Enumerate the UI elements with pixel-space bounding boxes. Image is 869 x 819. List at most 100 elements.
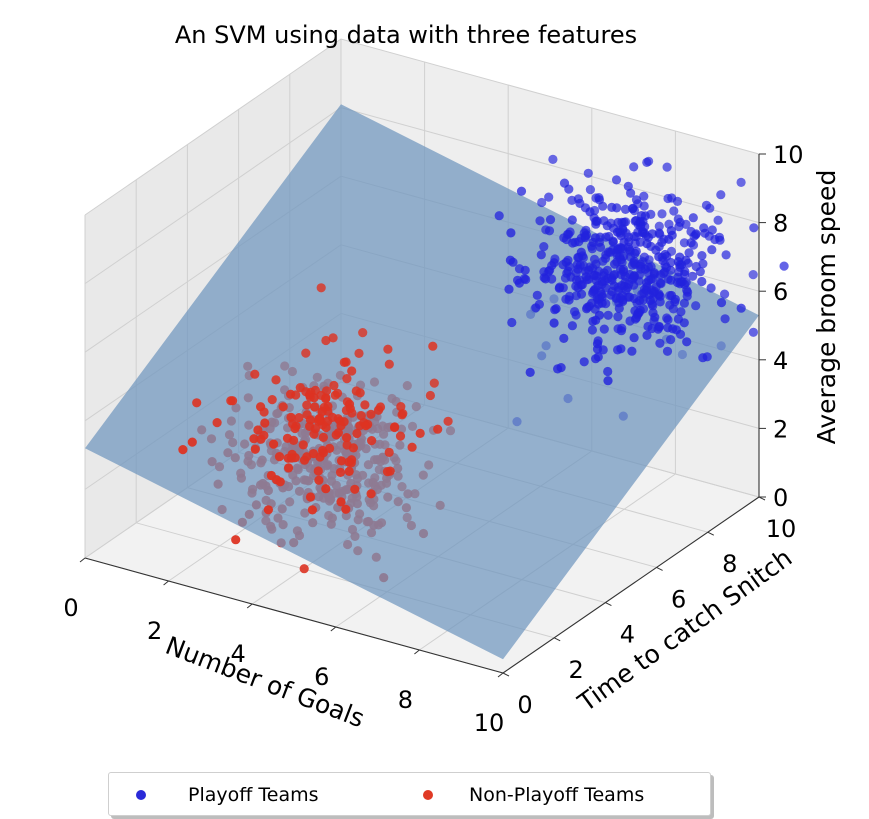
playoff-point-423 — [654, 252, 664, 262]
nonplayoff-point-485 — [344, 466, 354, 476]
playoff-point-354 — [587, 325, 598, 335]
axis-lines — [84, 154, 760, 674]
playoff-point-157 — [575, 198, 585, 208]
z-tick-label-0: 0 — [773, 484, 788, 512]
playoff-point-189 — [688, 213, 698, 223]
playoff-point-388 — [613, 217, 623, 228]
x-tick-2 — [246, 603, 253, 609]
nonplayoff-point-59 — [425, 390, 435, 401]
playoff-point-300 — [663, 315, 673, 325]
legend-entry-nonplayoff: Non-Playoff Teams — [423, 783, 644, 807]
nonplayoff-point-443 — [274, 452, 285, 462]
playoff-point-345 — [545, 215, 556, 225]
tick-labels: 0 2 4 6 8 10 0 2 4 6 8 10 0 2 4 6 8 10 — [63, 141, 803, 737]
chart-title: An SVM using data with three features — [175, 21, 637, 49]
playoff-point-477 — [556, 363, 566, 373]
playoff-point-398 — [661, 262, 672, 273]
nonplayoff-point-458 — [336, 456, 347, 466]
playoff-point-134 — [686, 238, 696, 248]
playoff-point-66 — [639, 201, 649, 211]
nonplayoff-point-180 — [396, 402, 406, 412]
playoff-point-485 — [607, 275, 617, 285]
x-axis-label: Number of Goals — [162, 631, 369, 733]
playoff-point-409 — [619, 237, 629, 247]
nonplayoff-point-257 — [390, 422, 400, 432]
playoff-point-395 — [606, 290, 616, 300]
nonplayoff-point-486 — [275, 477, 285, 487]
nonplayoff-point-441 — [313, 466, 323, 476]
playoff-point-264 — [707, 245, 717, 255]
x-tick-label-4: 8 — [398, 686, 413, 714]
x-tick-5 — [497, 672, 504, 678]
playoff-point-269 — [532, 290, 542, 300]
playoff-point-494 — [594, 310, 605, 320]
nonplayoff-point-435 — [286, 412, 296, 422]
nonplayoff-point-498 — [263, 505, 273, 515]
nonplayoff-point-497 — [307, 505, 317, 515]
nonplayoff-point-9 — [316, 283, 326, 293]
nonplayoff-point-274 — [360, 400, 370, 410]
playoff-point-186 — [715, 235, 725, 245]
z-tick-label-2: 4 — [773, 347, 788, 375]
nonplayoff-point-194 — [329, 380, 339, 391]
x-tick-label-5: 10 — [474, 709, 505, 737]
nonplayoff-point-447 — [335, 467, 346, 477]
playoff-point-456 — [649, 286, 659, 296]
playoff-point-276 — [563, 229, 573, 239]
playoff-point-472 — [559, 333, 569, 343]
playoff-point-435 — [635, 261, 645, 271]
nonplayoff-point-333 — [384, 447, 394, 457]
nonplayoff-point-470 — [366, 489, 376, 499]
playoff-point-460 — [682, 337, 692, 347]
playoff-point-96 — [691, 301, 701, 311]
playoff-point-410 — [579, 357, 589, 367]
playoff-point-104 — [749, 223, 759, 233]
playoff-point-59 — [701, 200, 712, 210]
playoff-point-280 — [613, 312, 623, 322]
playoff-point-315 — [585, 207, 595, 217]
playoff-point-469 — [591, 354, 601, 364]
playoff-point-381 — [645, 295, 655, 305]
nonplayoff-point-67 — [321, 335, 331, 346]
playoff-point-212 — [535, 216, 545, 226]
playoff-point-473 — [587, 298, 597, 308]
playoff-point-450 — [504, 284, 514, 294]
playoff-point-406 — [564, 295, 574, 305]
playoff-point-492 — [597, 292, 607, 302]
z-tick-label-1: 2 — [773, 415, 788, 443]
playoff-point-348 — [567, 215, 577, 225]
nonplayoff-point-492 — [305, 492, 316, 502]
nonplayoff-point-488 — [321, 484, 331, 494]
playoff-point-449 — [566, 272, 576, 282]
playoff-point-459 — [620, 271, 630, 281]
playoff-point-210 — [707, 225, 717, 235]
nonplayoff-point-389 — [310, 402, 320, 412]
nonplayoff-point-162 — [271, 375, 281, 385]
playoff-point-481 — [629, 333, 639, 343]
playoff-point-443 — [610, 259, 620, 269]
playoff-point-483 — [514, 278, 525, 288]
playoff-point-489 — [576, 247, 586, 257]
y-tick-label-2: 4 — [620, 621, 635, 649]
grid-line-z-10 — [84, 38, 760, 216]
playoff-point-262 — [494, 211, 504, 221]
x-tick-0 — [79, 557, 86, 563]
playoff-point-407 — [666, 335, 676, 345]
playoff-point-390 — [675, 252, 685, 262]
playoff-point-99 — [667, 193, 677, 203]
nonplayoff-point-476 — [299, 455, 310, 465]
playoff-point-392 — [644, 276, 654, 286]
playoff-point-57 — [679, 238, 690, 248]
x-tick-label-1: 2 — [147, 617, 162, 645]
legend-label-playoff: Playoff Teams — [188, 784, 319, 806]
playoff-point-243 — [544, 226, 555, 236]
nonplayoff-point-340 — [318, 432, 328, 442]
nonplayoff-point-327 — [395, 431, 406, 441]
nonplayoff-point-53 — [342, 374, 352, 384]
playoff-point-441 — [698, 353, 708, 363]
nonplayoff-point-134 — [398, 409, 408, 419]
playoff-point-102 — [602, 221, 612, 231]
playoff-point-16 — [548, 154, 558, 164]
playoff-point-440 — [577, 280, 587, 290]
